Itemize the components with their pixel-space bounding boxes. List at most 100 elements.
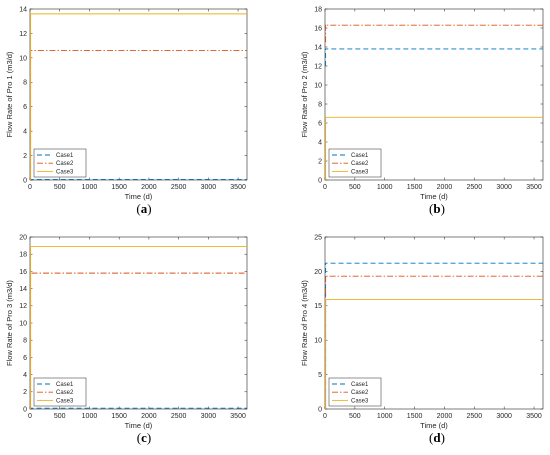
y-tick-label: 4	[23, 372, 27, 379]
y-tick-label: 0	[318, 177, 322, 184]
y-tick-label: 10	[314, 82, 322, 89]
panel-letter: a	[141, 201, 148, 216]
y-tick-label: 2	[23, 153, 27, 160]
y-axis-label: Flow Rate of Pro 4 (m3/d)	[300, 280, 309, 366]
y-tick-label: 25	[314, 234, 322, 241]
x-tick-label: 3500	[526, 184, 542, 191]
x-tick-label: 1500	[407, 184, 423, 191]
x-tick-label: 3500	[526, 413, 542, 420]
x-tick-label: 2500	[171, 184, 187, 191]
y-tick-label: 14	[19, 6, 27, 13]
panel-letter: b	[433, 201, 440, 216]
y-tick-label: 0	[23, 177, 27, 184]
legend-entry: Case3	[56, 169, 74, 175]
y-tick-label: 2	[318, 158, 322, 165]
y-tick-label: 8	[23, 80, 27, 87]
x-tick-label: 2000	[437, 413, 453, 420]
panel-label: (d)	[429, 430, 445, 445]
x-tick-label: 0	[323, 413, 327, 420]
legend-entry: Case1	[351, 153, 369, 159]
x-tick-label: 2000	[437, 184, 453, 191]
x-tick-label: 2500	[171, 413, 187, 420]
y-tick-label: 10	[19, 55, 27, 62]
y-tick-label: 10	[314, 338, 322, 345]
x-tick-label: 500	[349, 184, 361, 191]
x-tick-label: 1500	[407, 413, 423, 420]
x-axis-label: Time (d)	[420, 192, 448, 201]
y-tick-label: 5	[318, 372, 322, 379]
x-axis-label: Time (d)	[420, 421, 448, 430]
y-tick-label: 0	[23, 406, 27, 413]
chart-panel-b: 0 500 1000 1500 2000 2500 3000 3500 0 2 4 6 8 10 12 14 1…	[300, 6, 544, 216]
x-tick-label: 1000	[82, 413, 98, 420]
legend-entry: Case2	[56, 390, 74, 396]
y-tick-label: 16	[314, 25, 322, 32]
y-tick-label: 15	[314, 303, 322, 310]
series-line-case3	[325, 299, 543, 409]
y-tick-label: 8	[318, 101, 322, 108]
y-tick-label: 2	[23, 389, 27, 396]
panel-label: (a)	[136, 201, 151, 216]
panel-label: (c)	[137, 430, 151, 445]
y-tick-label: 14	[314, 44, 322, 51]
x-tick-label: 0	[28, 413, 32, 420]
x-tick-label: 0	[323, 184, 327, 191]
y-tick-label: 4	[318, 139, 322, 146]
y-tick-label: 4	[23, 129, 27, 136]
x-tick-label: 2000	[141, 184, 157, 191]
legend-entry: Case1	[56, 153, 74, 159]
x-tick-label: 2500	[467, 184, 483, 191]
series-line-case2	[325, 24, 543, 43]
x-tick-label: 1500	[111, 413, 127, 420]
y-tick-label: 6	[23, 355, 27, 362]
x-tick-label: 500	[54, 413, 66, 420]
x-tick-label: 1000	[377, 184, 393, 191]
y-axis-label: Flow Rate of Pro 3 (m3/d)	[5, 280, 14, 366]
y-tick-label: 20	[314, 269, 322, 276]
legend-entry: Case2	[351, 161, 369, 167]
y-tick-label: 12	[19, 303, 27, 310]
y-tick-label: 12	[314, 63, 322, 70]
x-axis-label: Time (d)	[125, 192, 153, 201]
series-line-case1	[325, 48, 543, 66]
x-tick-label: 500	[349, 413, 361, 420]
y-tick-label: 12	[19, 31, 27, 38]
series-line-case3	[30, 13, 247, 180]
x-tick-label: 2000	[141, 413, 157, 420]
legend-entry: Case3	[351, 398, 369, 404]
y-tick-label: 16	[19, 269, 27, 276]
legend-entry: Case1	[56, 382, 74, 388]
legend-entry: Case1	[351, 382, 369, 388]
x-tick-label: 2500	[467, 413, 483, 420]
x-tick-label: 3000	[496, 184, 512, 191]
legend-entry: Case3	[56, 398, 74, 404]
x-tick-label: 3000	[201, 184, 217, 191]
y-tick-label: 18	[314, 6, 322, 13]
y-tick-label: 6	[23, 104, 27, 111]
series-line-case3	[30, 246, 247, 409]
series-line-case3	[325, 116, 543, 180]
x-tick-label: 500	[54, 184, 66, 191]
x-tick-label: 3000	[496, 413, 512, 420]
y-tick-label: 8	[23, 338, 27, 345]
y-tick-label: 10	[19, 320, 27, 327]
legend-entry: Case3	[351, 169, 369, 175]
x-tick-label: 1000	[82, 184, 98, 191]
y-axis-label: Flow Rate of Pro 1 (m3/d)	[5, 51, 14, 137]
chart-panel-c: 0 500 1000 1500 2000 2500 3000 3500 0 2 4 6 8 10 12 14 1…	[5, 234, 248, 445]
chart-panel-a: 0 500 1000 1500 2000 2500 3000 3500 0 2 4 6 8 10 12 14 T…	[5, 6, 248, 216]
x-tick-label: 0	[28, 184, 32, 191]
x-tick-label: 1500	[111, 184, 127, 191]
y-axis-label: Flow Rate of Pro 2 (m3/d)	[300, 51, 309, 137]
x-tick-label: 3500	[230, 184, 246, 191]
y-tick-label: 18	[19, 252, 27, 259]
x-axis-label: Time (d)	[125, 421, 153, 430]
x-tick-label: 3000	[201, 413, 217, 420]
legend-entry: Case2	[56, 161, 74, 167]
panel-letter: c	[141, 430, 147, 445]
y-tick-label: 6	[318, 120, 322, 127]
x-tick-label: 1000	[377, 413, 393, 420]
y-tick-label: 0	[318, 406, 322, 413]
legend-entry: Case2	[351, 390, 369, 396]
